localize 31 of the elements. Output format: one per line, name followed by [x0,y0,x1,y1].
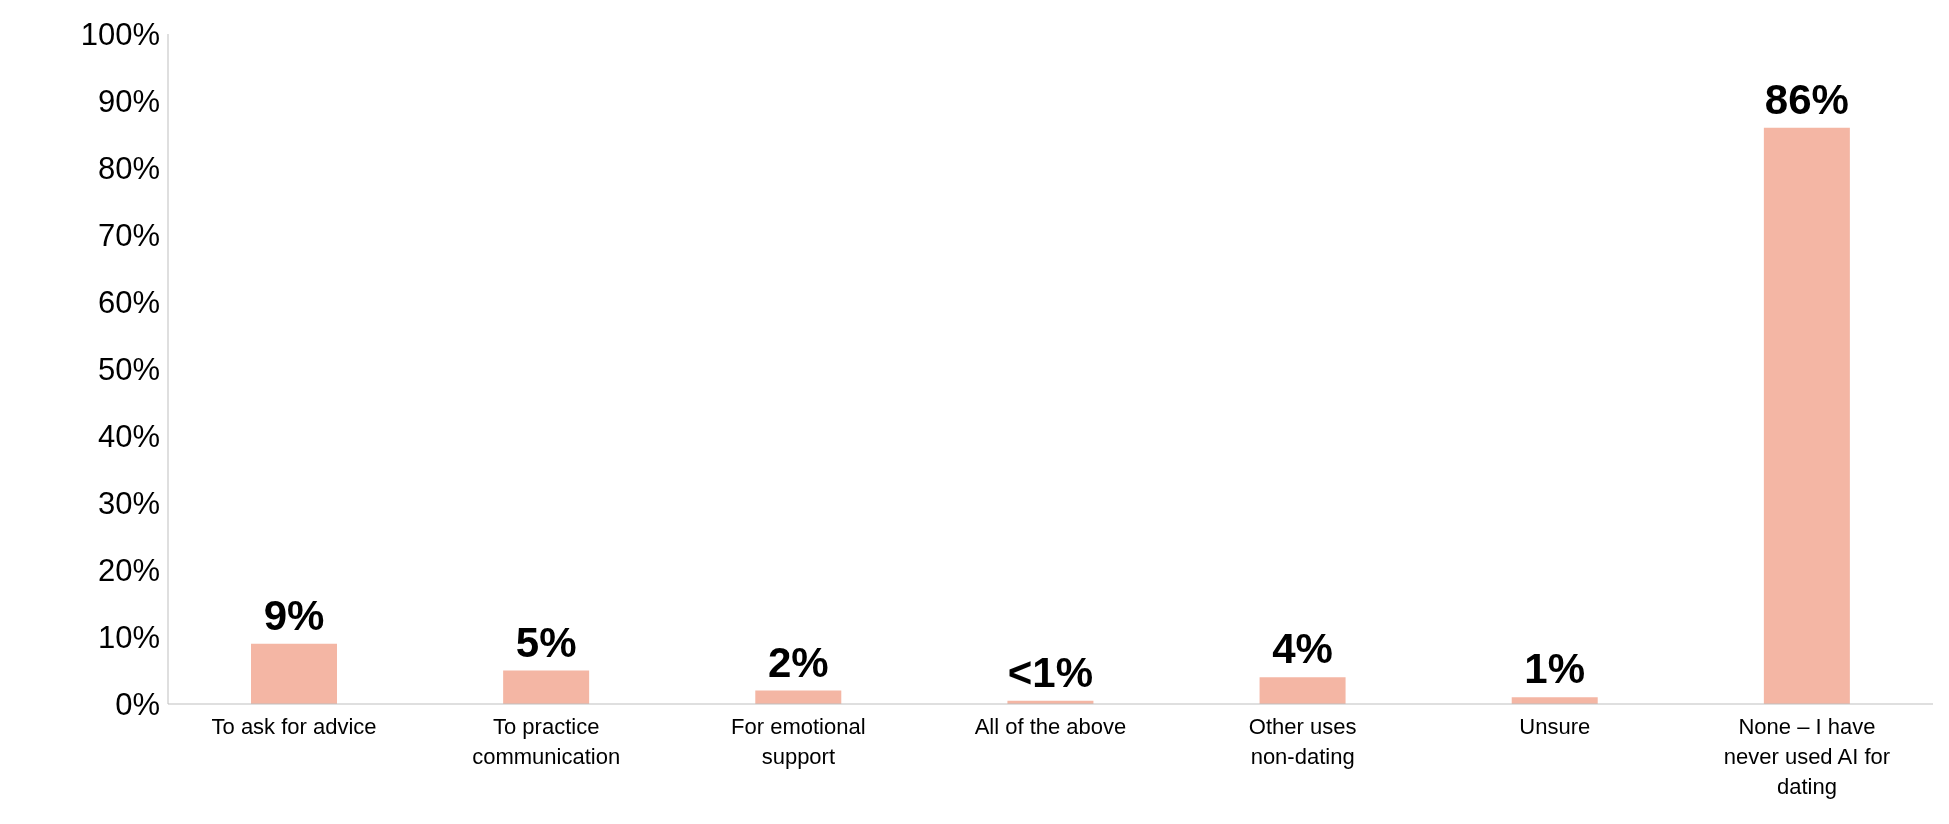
data-label: 9% [263,591,325,639]
x-tick-label: All of the above [974,714,1127,739]
y-tick-label: 60% [97,285,160,321]
y-tick-label: 20% [97,553,160,589]
data-label: 5% [515,618,577,666]
y-tick-label: 0% [115,687,160,723]
y-tick-label: 50% [97,352,160,388]
data-label: 86% [1764,75,1849,123]
y-tick-label: 80% [97,151,160,187]
x-tick-label: For emotional support [731,714,866,769]
x-tick-label: To ask for advice [211,714,377,739]
y-tick-label: 90% [97,84,160,119]
data-label: 4% [1272,625,1333,673]
bar [1763,127,1850,704]
bar [755,690,842,704]
y-tick-label: 100% [80,17,160,53]
y-tick-label: 10% [97,620,160,656]
data-label: 2% [767,638,829,686]
x-tick-label: Other uses non-dating [1248,714,1357,769]
y-tick-label: 70% [97,218,160,254]
y-tick-label: 30% [97,486,160,522]
x-tick-label: To practice communication [472,714,621,769]
bar [1259,677,1346,704]
data-label: <1% [1007,648,1094,696]
data-label: 1% [1524,645,1586,693]
y-tick-label: 40% [97,419,160,455]
x-tick-label: Unsure [1519,714,1591,739]
bar [251,643,337,704]
bar [1511,697,1598,704]
x-tick-label: None – I have never used AI for dating [1723,714,1891,799]
bar [503,670,590,704]
